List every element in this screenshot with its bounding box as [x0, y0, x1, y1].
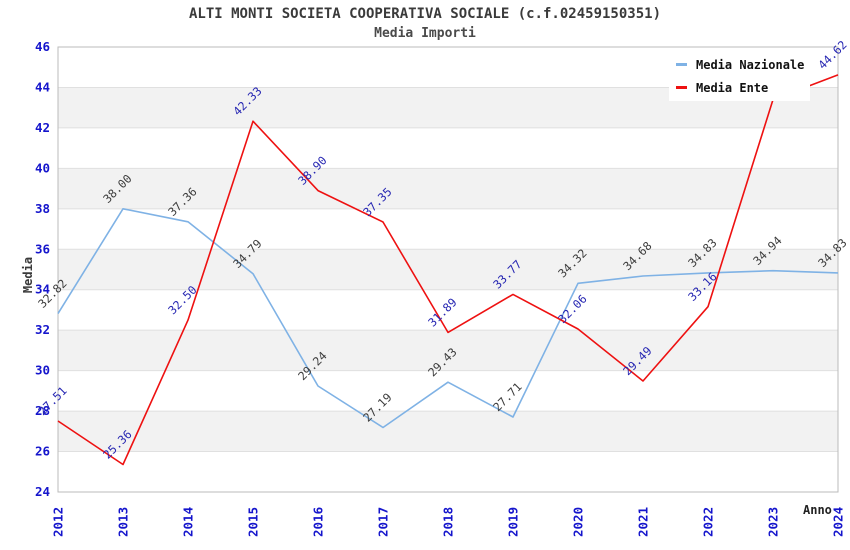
nazionale-line — [57, 208, 839, 429]
y-tick-label: 36 — [35, 241, 50, 256]
legend-item-ente: Media Ente — [669, 80, 810, 96]
grid-band — [58, 168, 838, 209]
ente-line-swatch — [676, 86, 687, 89]
data-point-label: 44.62 — [815, 38, 849, 72]
x-tick-label: 2015 — [246, 507, 261, 537]
x-tick-label: 2014 — [181, 507, 196, 537]
grid-band — [58, 411, 838, 452]
x-tick-label: 2017 — [376, 507, 391, 537]
x-tick-label: 2012 — [51, 507, 66, 537]
legend-label-nazionale: Media Nazionale — [696, 57, 805, 72]
y-axis-title: Media — [21, 256, 35, 294]
legend: Media Nazionale Media Ente — [669, 51, 810, 101]
y-tick-label: 26 — [35, 444, 50, 459]
x-axis-title: Anno — [803, 503, 832, 517]
y-tick-label: 38 — [35, 201, 50, 216]
data-point-label: 32.06 — [555, 292, 589, 326]
y-tick-label: 46 — [35, 39, 50, 54]
grid-band — [58, 249, 838, 290]
ente-line — [57, 74, 839, 466]
x-tick-label: 2022 — [701, 507, 716, 537]
chart-subtitle: Media Importi — [374, 26, 476, 41]
x-tick-label: 2016 — [311, 507, 326, 537]
y-tick-label: 30 — [35, 363, 50, 378]
y-tick-label: 44 — [35, 79, 50, 94]
grid-band — [58, 330, 838, 371]
chart-title: ALTI MONTI SOCIETA COOPERATIVA SOCIALE (… — [188, 6, 661, 22]
x-tick-label: 2023 — [766, 507, 781, 537]
y-tick-label: 34 — [35, 282, 50, 297]
x-tick-label: 2019 — [506, 507, 521, 537]
x-tick-label: 2020 — [571, 507, 586, 537]
y-tick-label: 24 — [35, 484, 50, 499]
x-tick-label: 2013 — [116, 507, 131, 537]
y-tick-label: 40 — [35, 160, 50, 175]
x-tick-label: 2021 — [636, 507, 651, 537]
legend-label-ente: Media Ente — [696, 80, 769, 95]
nazionale-line-swatch — [676, 63, 687, 66]
y-tick-label: 32 — [35, 322, 50, 337]
legend-item-nazionale: Media Nazionale — [669, 57, 810, 73]
data-point-label: 27.71 — [490, 380, 524, 414]
x-tick-label: 2018 — [441, 507, 456, 537]
x-tick-label: 2024 — [831, 507, 846, 537]
y-tick-label: 28 — [35, 403, 50, 418]
y-tick-label: 42 — [35, 120, 50, 135]
plot-border — [57, 46, 839, 493]
